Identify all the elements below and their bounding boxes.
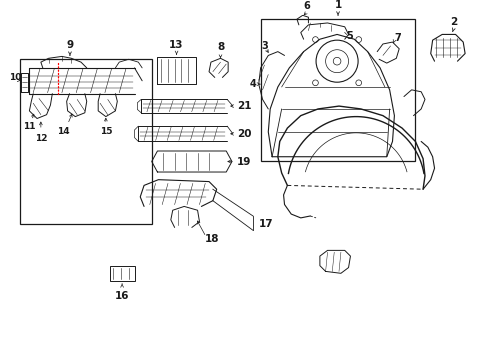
Text: 7: 7 <box>394 33 400 43</box>
Text: 11: 11 <box>23 122 36 131</box>
Text: 12: 12 <box>35 134 47 143</box>
Text: 10: 10 <box>9 73 21 82</box>
Text: 17: 17 <box>258 219 273 229</box>
Text: 18: 18 <box>205 234 219 244</box>
Text: 1: 1 <box>334 0 341 10</box>
Bar <box>109 266 134 281</box>
Text: 14: 14 <box>58 127 70 136</box>
Text: 15: 15 <box>100 127 112 136</box>
Bar <box>260 19 415 161</box>
Text: 21: 21 <box>236 101 251 111</box>
Bar <box>20 59 151 224</box>
Text: 9: 9 <box>66 40 73 50</box>
Text: 20: 20 <box>236 129 251 139</box>
Text: 8: 8 <box>217 42 224 51</box>
Text: 2: 2 <box>449 17 456 27</box>
Text: 6: 6 <box>303 1 309 12</box>
Text: 4: 4 <box>249 79 256 89</box>
Text: 3: 3 <box>261 41 267 51</box>
Text: 16: 16 <box>115 291 129 301</box>
Text: 5: 5 <box>346 31 353 41</box>
Text: 19: 19 <box>236 157 251 167</box>
Text: 13: 13 <box>169 40 183 50</box>
